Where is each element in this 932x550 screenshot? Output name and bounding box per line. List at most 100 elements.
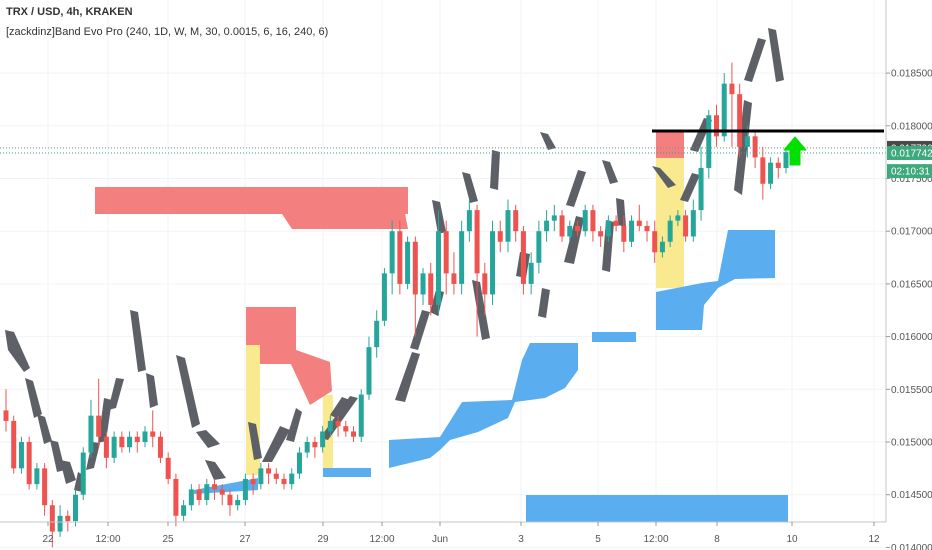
candle-body — [119, 436, 125, 448]
candle-body — [598, 231, 604, 237]
candle-body — [343, 426, 349, 432]
candle-body — [544, 220, 550, 232]
candle-body — [80, 452, 86, 495]
candle-body — [420, 273, 426, 295]
candle-body — [34, 468, 40, 485]
band-zone-poly — [194, 478, 258, 494]
candle-body — [675, 215, 681, 221]
candle-body — [613, 220, 619, 226]
candle-body — [737, 94, 743, 147]
candle-body — [227, 494, 233, 506]
candle-body — [242, 478, 248, 500]
candle-body — [266, 468, 272, 474]
candle-body — [181, 505, 187, 516]
candle-body — [188, 489, 194, 506]
candle-body — [18, 442, 24, 469]
band-ribbon-segment — [432, 200, 446, 234]
candle-body — [644, 225, 650, 232]
price-tick-label: 0.018500 — [891, 69, 932, 80]
price-tick-label: 0.016500 — [891, 279, 932, 290]
time-tick-label: 12 — [868, 534, 880, 545]
price-axis-bg — [886, 0, 932, 550]
candle-body — [752, 136, 758, 158]
band-ribbon-segment — [60, 460, 76, 484]
price-label-text: 0.017742 — [891, 148, 932, 159]
candle-body — [629, 220, 635, 242]
price-tick-label: 0.018000 — [891, 121, 932, 132]
candle-body — [721, 83, 727, 137]
candle-body — [590, 210, 596, 232]
candle-body — [474, 210, 480, 274]
candle-body — [490, 231, 496, 295]
band-zone-rect — [592, 332, 636, 342]
band-ribbon-segment — [330, 397, 350, 418]
band-ribbon-segment — [540, 132, 556, 150]
candle-body — [219, 489, 225, 495]
candle-body — [103, 436, 109, 458]
candle-body — [528, 262, 534, 284]
candle-body — [358, 394, 364, 437]
candle-body — [513, 210, 519, 232]
time-tick-label: 25 — [162, 534, 174, 545]
candle-body — [96, 415, 102, 437]
candle-body — [582, 210, 588, 232]
candle-body — [559, 215, 565, 237]
price-label-box — [887, 164, 932, 179]
candle-body — [351, 431, 357, 437]
candle-body — [636, 220, 642, 226]
price-tick-label: 0.014500 — [891, 490, 932, 501]
band-ribbon-segment — [490, 150, 500, 190]
candle-body — [405, 241, 411, 284]
time-tick-label: 27 — [239, 534, 251, 545]
time-tick-label: 12:00 — [369, 534, 394, 545]
candle-body — [374, 320, 380, 348]
band-ribbon-segment — [538, 288, 550, 318]
candle-body — [111, 436, 117, 458]
candle-body — [459, 231, 465, 284]
symbol-title[interactable]: TRX / USD, 4h, KRAKEN — [6, 6, 133, 18]
candle-body — [212, 484, 218, 490]
band-ribbon-segment — [262, 426, 290, 462]
candle-body — [659, 241, 665, 253]
candle-body — [26, 442, 32, 485]
band-ribbon-segment — [652, 166, 676, 188]
candle-body — [127, 436, 133, 448]
candle-body — [73, 494, 79, 522]
candle-body — [134, 436, 140, 442]
band-ribbon-segment — [176, 355, 200, 428]
buy-arrow-icon — [783, 136, 807, 166]
candle-body — [173, 478, 179, 516]
price-tick-label: 0.017500 — [891, 174, 932, 185]
indicator-title[interactable]: [zackdinz]Band Evo Pro (240, 1D, W, M, 3… — [6, 26, 329, 38]
candle-body — [698, 167, 704, 211]
candle-body — [320, 431, 326, 448]
candle-body — [304, 442, 310, 453]
candle-body — [451, 273, 457, 284]
band-ribbon-segment — [564, 216, 584, 264]
candle-body — [683, 215, 689, 237]
band-ribbon-segment — [410, 310, 430, 350]
band-ribbon-segment — [462, 172, 478, 203]
candle-body — [652, 231, 658, 253]
band-ribbon-segment — [566, 170, 586, 207]
band-zone-poly — [95, 187, 408, 229]
candle-body — [381, 273, 387, 321]
time-tick-label: 8 — [714, 534, 720, 545]
candle-body — [551, 215, 557, 221]
time-tick-label: 5 — [595, 534, 601, 545]
candles — [3, 62, 789, 548]
candle-body — [729, 83, 735, 95]
time-tick-label: 29 — [317, 534, 329, 545]
candle-body — [428, 273, 434, 305]
price-tick-label: 0.015000 — [891, 438, 932, 449]
candle-body — [157, 436, 163, 458]
candle-body — [605, 220, 611, 237]
candle-body — [435, 231, 441, 305]
band-zone-rect — [656, 130, 684, 160]
band-ribbon-segment — [680, 173, 700, 202]
candle-body — [165, 457, 171, 479]
time-tick-label: 12:00 — [643, 534, 668, 545]
candle-body — [142, 431, 148, 442]
